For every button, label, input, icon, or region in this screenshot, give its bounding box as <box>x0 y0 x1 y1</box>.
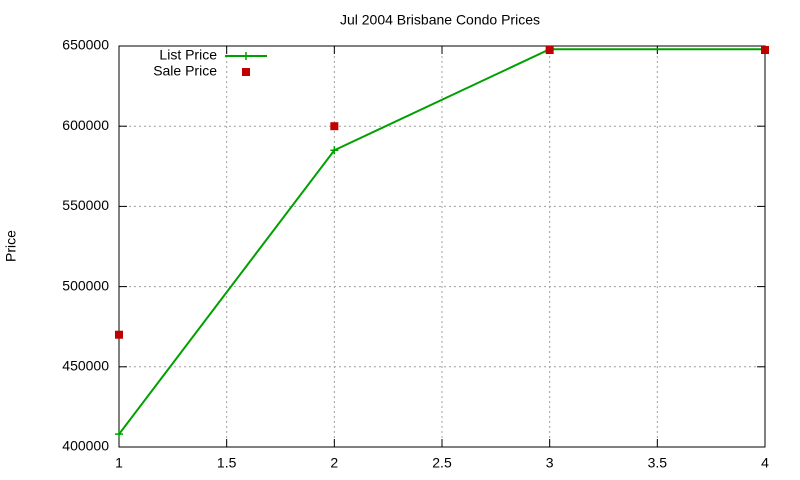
legend-label: Sale Price <box>153 63 217 79</box>
y-tick-label: 550000 <box>62 197 109 213</box>
legend-label: List Price <box>159 47 217 63</box>
x-tick-label: 2 <box>330 455 338 471</box>
point <box>115 330 123 339</box>
point <box>242 52 250 60</box>
x-tick-label: 2.5 <box>432 455 452 471</box>
point <box>761 46 769 55</box>
point <box>330 122 339 131</box>
y-tick-label: 450000 <box>62 358 109 374</box>
x-tick-label: 4 <box>761 455 769 471</box>
point <box>330 146 339 155</box>
y-axis-label: Price <box>3 230 19 262</box>
point <box>545 46 554 55</box>
x-tick-label: 1.5 <box>217 455 237 471</box>
plot-frame <box>118 45 766 448</box>
chart-title: Jul 2004 Brisbane Condo Prices <box>340 12 540 28</box>
y-tick-label: 650000 <box>62 37 109 53</box>
point <box>242 68 250 76</box>
line <box>118 48 765 435</box>
x-tick-label: 1 <box>115 455 123 471</box>
x-tick-label: 3 <box>546 455 554 471</box>
y-tick-label: 400000 <box>62 438 109 454</box>
y-tick-label: 600000 <box>62 117 109 133</box>
y-tick-label: 500000 <box>62 277 109 293</box>
point <box>115 430 123 439</box>
x-tick-label: 3.5 <box>648 455 668 471</box>
